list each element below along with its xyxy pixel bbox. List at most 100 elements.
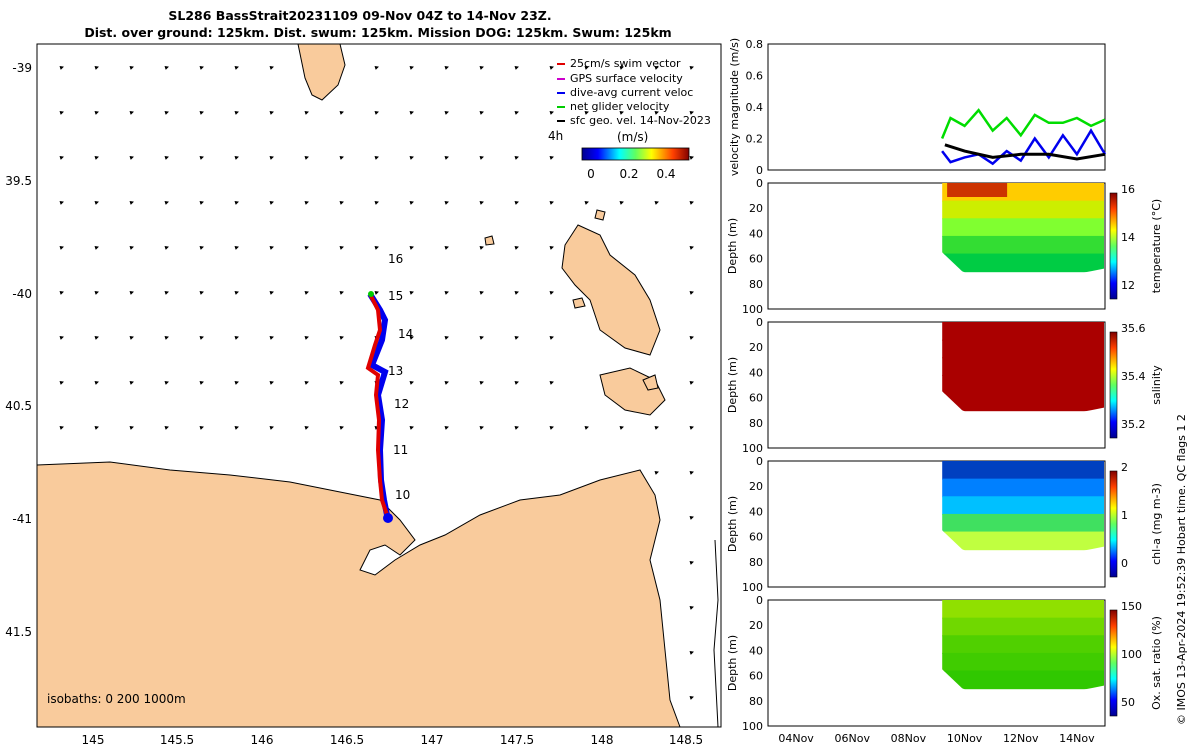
- current-vector: [339, 156, 344, 160]
- colorbar-tick: 50: [1121, 696, 1135, 709]
- map-legend: 25cm/s swim vector GPS surface velocity …: [557, 57, 711, 127]
- current-vector: [654, 111, 659, 115]
- track-end-marker: [368, 291, 374, 297]
- current-vector: [269, 156, 274, 160]
- day-label-11: 11: [393, 443, 408, 457]
- heatmap-band: [942, 635, 1104, 654]
- current-vector: [549, 111, 554, 115]
- heatmap-band: [942, 478, 1104, 498]
- heatmap-band: [942, 374, 1104, 394]
- current-vector: [689, 291, 694, 295]
- depth-ytick: 100: [742, 581, 763, 594]
- current-vector: [479, 201, 484, 205]
- current-vector: [339, 111, 344, 115]
- depth-ytick: 80: [749, 278, 763, 291]
- day-label-12: 12: [394, 397, 409, 411]
- current-vector: [374, 66, 379, 70]
- colorbar-tick: 35.2: [1121, 418, 1146, 431]
- current-vector: [94, 246, 99, 250]
- current-vector: [164, 426, 169, 430]
- hour-label: 4h: [548, 129, 563, 143]
- heatmap-band: [942, 461, 1104, 480]
- current-vector: [94, 381, 99, 385]
- current-vector: [304, 381, 309, 385]
- current-vector: [619, 66, 624, 70]
- depth-ytick: 60: [749, 253, 763, 266]
- current-vector: [304, 201, 309, 205]
- current-vector: [94, 66, 99, 70]
- map-panel: 16 15 14 13 12 11 10 25cm/s swim vector …: [5, 43, 722, 747]
- current-vector: [269, 381, 274, 385]
- heatmap-panel-1: 0 20 40 60 80 100 Depth (m) 12 14 16 temperature (…: [726, 177, 1163, 316]
- depth-ytick: 60: [749, 670, 763, 683]
- current-vector: [234, 201, 239, 205]
- current-vector: [444, 336, 449, 340]
- current-vector: [514, 156, 519, 160]
- heatmap-band: [942, 617, 1104, 637]
- current-vector: [234, 246, 239, 250]
- current-vector: [304, 156, 309, 160]
- current-vector: [164, 336, 169, 340]
- current-vector: [479, 291, 484, 295]
- legend-gps-velocity: GPS surface velocity: [570, 72, 683, 85]
- time-tick: 14Nov: [1059, 732, 1095, 745]
- current-vector: [94, 201, 99, 205]
- current-vector: [94, 426, 99, 430]
- heatmap-panel-2: 0 20 40 60 80 100 Depth (m) 35.2 35.4 35.6 salinit…: [726, 316, 1163, 455]
- current-vector: [59, 291, 64, 295]
- current-vector: [374, 291, 379, 295]
- colorbar-label: Ox. sat. ratio (%): [1150, 616, 1163, 710]
- current-vector: [59, 156, 64, 160]
- velocity-series-1: [941, 128, 1107, 166]
- current-vector: [59, 246, 64, 250]
- current-vector: [129, 66, 134, 70]
- current-vector: [619, 201, 624, 205]
- current-vector: [409, 246, 414, 250]
- current-vector: [654, 66, 659, 70]
- current-vector: [549, 246, 554, 250]
- day-label-14: 14: [398, 327, 413, 341]
- current-vector: [689, 651, 694, 655]
- map-ytick: 41.5: [5, 625, 32, 639]
- depth-ytick: 60: [749, 392, 763, 405]
- current-vector: [689, 426, 694, 430]
- velocity-series-2: [944, 143, 1106, 161]
- map-xtick: 148: [591, 733, 614, 747]
- current-vector: [199, 426, 204, 430]
- current-vector: [164, 201, 169, 205]
- isobaths-label: isobaths: 0 200 1000m: [47, 692, 186, 706]
- depth-ytick: 20: [749, 341, 763, 354]
- current-vector: [479, 336, 484, 340]
- current-vector: [234, 426, 239, 430]
- depth-ytick: 100: [742, 720, 763, 733]
- heatmap-band: [942, 670, 1104, 690]
- current-vector: [59, 201, 64, 205]
- day-label-13: 13: [388, 364, 403, 378]
- depth-ylabel: Depth (m): [726, 357, 739, 413]
- heatmap-band: [942, 339, 1104, 359]
- current-vector: [689, 336, 694, 340]
- colorbar-tick: 14: [1121, 231, 1135, 244]
- current-vector: [689, 471, 694, 475]
- current-vector: [689, 246, 694, 250]
- current-vector: [654, 201, 659, 205]
- current-vector: [199, 336, 204, 340]
- panel-colorbar: [1109, 470, 1118, 578]
- current-vector: [514, 66, 519, 70]
- current-vector: [234, 66, 239, 70]
- current-vector: [514, 381, 519, 385]
- legend-swim-vector: 25cm/s swim vector: [570, 57, 681, 70]
- heatmap-band: [942, 652, 1104, 672]
- current-vector: [619, 111, 624, 115]
- heatmap-band: [942, 218, 1104, 237]
- depth-ytick: 0: [756, 594, 763, 607]
- depth-ytick: 100: [742, 303, 763, 316]
- depth-ytick: 40: [749, 644, 763, 657]
- current-vector: [94, 291, 99, 295]
- current-vector: [409, 111, 414, 115]
- current-vector: [689, 111, 694, 115]
- colorbar-tick: 16: [1121, 183, 1135, 196]
- colorbar-tick: 2: [1121, 461, 1128, 474]
- colorbar-tick: 100: [1121, 648, 1142, 661]
